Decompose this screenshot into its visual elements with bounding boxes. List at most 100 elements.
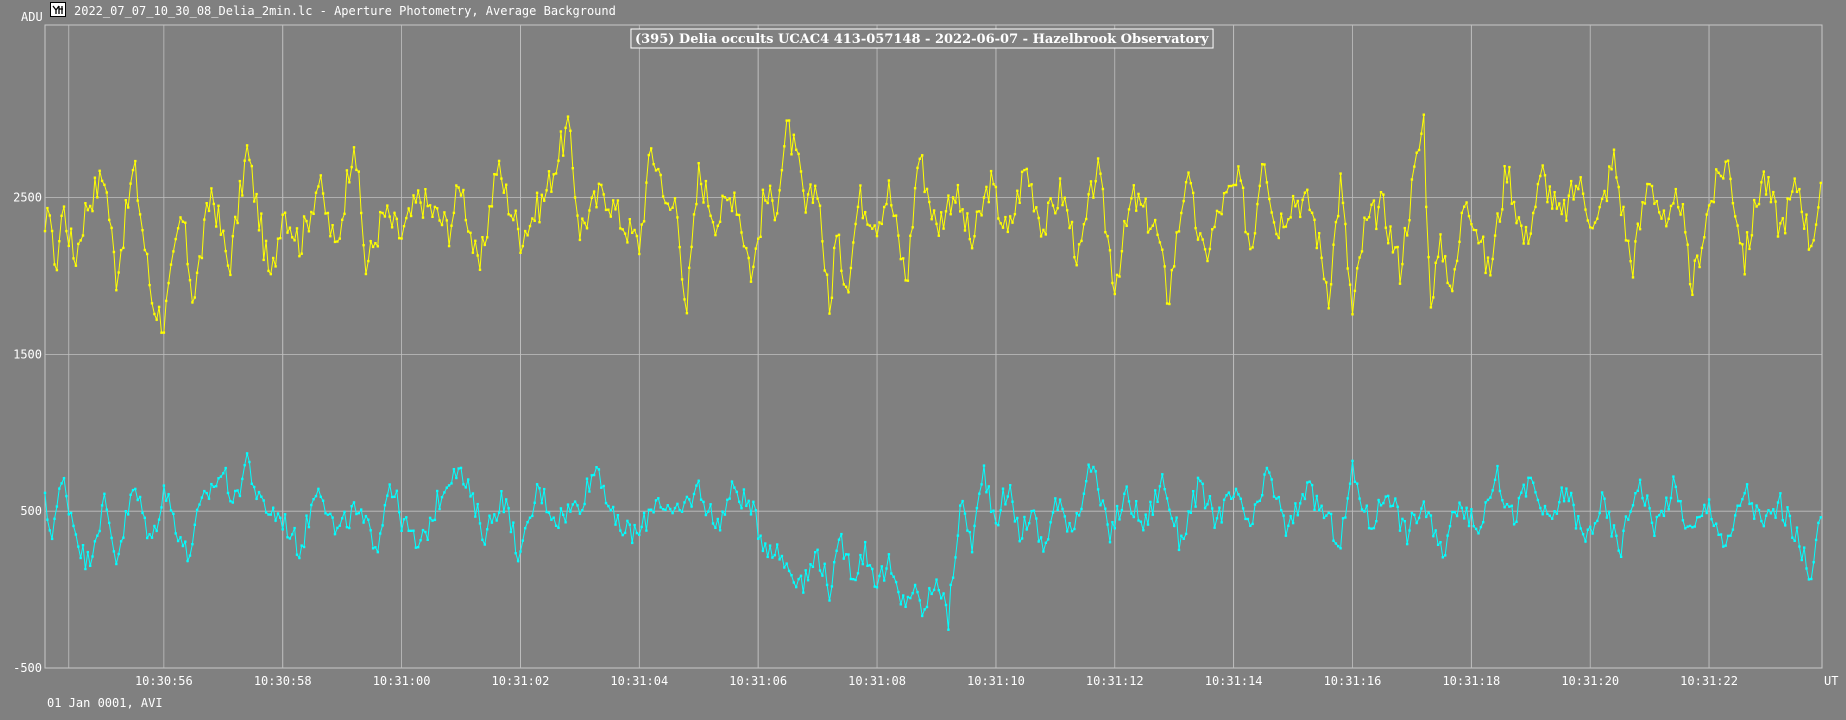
data-point: [369, 240, 372, 243]
data-point: [1208, 495, 1212, 498]
data-point: [1665, 496, 1668, 499]
data-point: [642, 511, 646, 515]
data-point: [1054, 212, 1057, 215]
data-point: [250, 164, 253, 168]
data-point: [1810, 577, 1813, 581]
data-point: [1543, 504, 1547, 508]
data-point: [987, 200, 990, 204]
data-point: [312, 212, 315, 215]
data-point: [540, 193, 543, 196]
data-point: [262, 258, 265, 262]
data-point: [928, 587, 931, 590]
data-point: [234, 489, 237, 493]
data-point: [1037, 540, 1040, 543]
data-point: [1194, 226, 1197, 230]
data-point: [1510, 504, 1513, 507]
data-point: [1748, 247, 1751, 251]
data-point: [1551, 517, 1554, 520]
data-point: [609, 509, 612, 512]
data-point: [474, 239, 477, 242]
data-point: [1203, 506, 1207, 510]
data-point: [486, 528, 489, 531]
data-point: [607, 208, 610, 211]
data-point: [1301, 493, 1304, 496]
data-point: [704, 513, 708, 517]
data-point: [1403, 520, 1406, 523]
data-point: [669, 208, 672, 211]
y-tick-label: 1500: [13, 347, 42, 361]
data-point: [1429, 306, 1433, 309]
data-point: [961, 208, 964, 211]
data-point: [1619, 555, 1623, 558]
data-point: [1272, 221, 1276, 224]
data-point: [1779, 222, 1782, 225]
data-point: [276, 237, 280, 240]
data-point: [1287, 524, 1290, 527]
data-point: [212, 485, 215, 488]
x-tick-label: 10:30:58: [254, 674, 312, 688]
data-point: [906, 279, 910, 282]
data-point: [592, 473, 596, 477]
data-point: [497, 511, 501, 514]
data-point: [390, 495, 394, 499]
data-point: [1277, 495, 1280, 499]
data-point: [825, 273, 829, 276]
data-point: [388, 215, 391, 218]
data-point: [759, 534, 762, 537]
data-point: [761, 549, 765, 553]
data-point: [1325, 281, 1328, 284]
data-point: [1705, 213, 1708, 216]
data-point: [250, 482, 253, 485]
data-point: [1049, 197, 1052, 200]
data-point: [181, 544, 185, 548]
data-point: [1786, 197, 1789, 200]
data-point: [1241, 186, 1245, 189]
data-point: [1417, 148, 1421, 152]
data-point: [1028, 522, 1031, 525]
data-point: [621, 533, 624, 537]
data-point: [1558, 202, 1561, 205]
data-point: [157, 305, 161, 309]
data-point: [1515, 221, 1518, 225]
data-point: [288, 537, 292, 540]
data-point: [1011, 500, 1014, 503]
data-point: [1482, 521, 1485, 524]
data-point: [1420, 507, 1423, 510]
data-point: [740, 507, 743, 510]
data-point: [352, 146, 356, 149]
data-point: [1455, 514, 1459, 518]
data-point: [274, 519, 277, 522]
data-point: [478, 268, 482, 271]
data-point: [878, 574, 881, 578]
data-point: [1184, 181, 1188, 184]
data-point: [650, 147, 653, 150]
data-point: [438, 507, 441, 511]
data-point: [906, 595, 910, 599]
data-point: [329, 512, 332, 515]
data-point: [1161, 248, 1164, 251]
data-point: [538, 221, 541, 224]
data-point: [1341, 517, 1345, 520]
data-point: [545, 189, 548, 192]
data-point: [512, 218, 515, 222]
data-point: [621, 228, 624, 231]
data-point: [1154, 489, 1157, 492]
data-point: [1772, 190, 1775, 194]
data-point: [747, 499, 750, 503]
data-point: [562, 154, 565, 157]
data-point: [174, 532, 177, 535]
data-point: [1146, 231, 1150, 234]
data-point: [1182, 537, 1185, 540]
data-point: [96, 196, 99, 199]
data-point: [849, 577, 853, 581]
data-point: [1225, 191, 1228, 194]
data-point: [1070, 220, 1074, 224]
data-point: [264, 239, 268, 243]
data-point: [1617, 185, 1620, 189]
data-point: [1669, 496, 1673, 500]
data-point: [716, 224, 719, 227]
data-point: [379, 532, 382, 535]
data-point: [640, 223, 643, 226]
data-point: [60, 214, 63, 217]
data-point: [1337, 545, 1340, 548]
